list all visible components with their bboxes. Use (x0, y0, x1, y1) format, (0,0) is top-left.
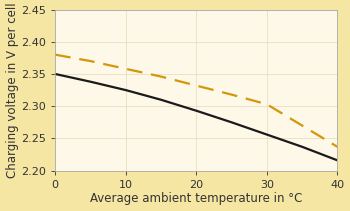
Y-axis label: Charging voltage in V per cell: Charging voltage in V per cell (6, 2, 19, 178)
X-axis label: Average ambient temperature in °C: Average ambient temperature in °C (90, 192, 302, 206)
